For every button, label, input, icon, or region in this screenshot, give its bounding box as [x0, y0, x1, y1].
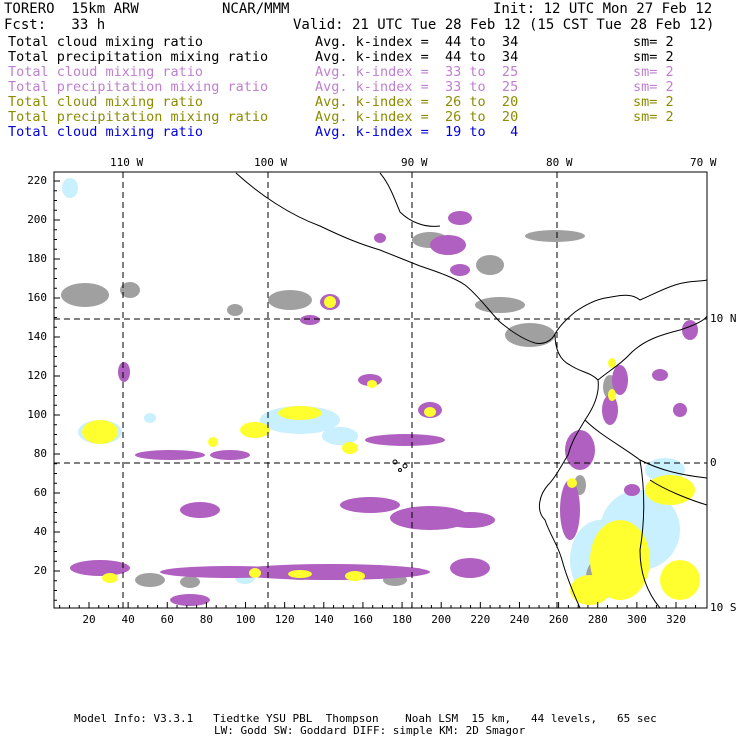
x-tick-label: 200: [431, 613, 452, 626]
y-tick-label: 220: [27, 174, 48, 187]
x-tick-label: 100: [235, 613, 256, 626]
lat-label-10s: 10 S: [710, 601, 737, 614]
lat-label-0: 0: [710, 456, 717, 469]
legend-smoothing: sm= 2: [633, 79, 674, 95]
coastlines: [235, 172, 707, 608]
y-tick-label: 160: [27, 291, 48, 304]
legend-kindex: Avg. k-index = 44 to 34: [315, 49, 519, 65]
y-tick-label: 40: [33, 525, 48, 538]
y-tick-label: 140: [27, 330, 48, 343]
model-info-line2: LW: Godd SW: Goddard DIFF: simple KM: 2D…: [214, 724, 526, 737]
y-tick-label: 20: [33, 564, 48, 577]
yellow-layer: [82, 296, 700, 605]
x-tick-label: 60: [160, 613, 174, 626]
x-tick-label: 260: [548, 613, 569, 626]
legend-field: Total precipitation mixing ratio: [8, 49, 269, 65]
x-tick-label: 140: [313, 613, 334, 626]
x-tick-label: 300: [626, 613, 647, 626]
init-time: Init: 12 UTC Mon 27 Feb 12: [493, 1, 713, 17]
legend-kindex: Avg. k-index = 33 to 25: [315, 64, 519, 80]
lon-label-70w: 70 W: [690, 156, 717, 169]
valid-time: Valid: 21 UTC Tue 28 Feb 12 (15 CST Tue …: [293, 17, 715, 33]
x-tick-label: 320: [666, 613, 686, 626]
legend-row: Total precipitation mixing ratio Avg. k-i…: [8, 50, 708, 65]
forecast-hour: Fcst: 33 h: [4, 17, 106, 33]
y-tick-label: 200: [27, 213, 48, 226]
legend-field: Total cloud mixing ratio: [8, 64, 204, 80]
legend-kindex: Avg. k-index = 26 to 20: [315, 109, 519, 125]
model-info-line1: Model Info: V3.3.1 Tiedtke YSU PBL Thomp…: [74, 712, 657, 725]
legend-kindex: Avg. k-index = 26 to 20: [315, 94, 519, 110]
lat-label-10n: 10 N: [710, 312, 737, 325]
lon-label-100w: 100 W: [254, 156, 288, 169]
lat-lon-grid: [54, 172, 707, 608]
y-tick-label: 60: [33, 486, 48, 499]
x-tick-label: 240: [509, 613, 530, 626]
lon-label-90w: 90 W: [401, 156, 428, 169]
legend-kindex: Avg. k-index = 19 to 4: [315, 124, 519, 140]
legend-field: Total cloud mixing ratio: [8, 94, 204, 110]
x-tick-label: 20: [82, 613, 96, 626]
y-tick-label: 80: [33, 447, 48, 460]
legend-row: Total cloud mixing ratio Avg. k-index = 4…: [8, 35, 708, 50]
legend-smoothing: sm= 2: [633, 49, 674, 65]
y-tick-label: 120: [27, 369, 48, 382]
x-tick-label: 160: [353, 613, 373, 626]
legend-smoothing: sm= 2: [633, 94, 674, 110]
gray-layer: [61, 230, 617, 595]
map-frame: [53, 171, 708, 609]
legend-smoothing: sm= 2: [633, 64, 674, 80]
x-tick-label: 280: [587, 613, 608, 626]
model-name: TORERO 15km ARW: [4, 1, 139, 17]
y-tick-label: 180: [27, 252, 48, 265]
x-tick-label: 220: [470, 613, 491, 626]
axis-ticks: [54, 180, 697, 608]
lightblue-layer: [62, 178, 685, 600]
x-tick-label: 40: [121, 613, 135, 626]
purple-layer: [70, 211, 698, 606]
y-tick-label: 100: [27, 408, 48, 421]
legend-smoothing: sm= 2: [633, 109, 674, 125]
legend-row: Total precipitation mixing ratio Avg. k-i…: [8, 110, 708, 125]
legend-kindex: Avg. k-index = 44 to 34: [315, 34, 519, 50]
legend-field: Total precipitation mixing ratio: [8, 109, 269, 125]
lon-label-80w: 80 W: [546, 156, 573, 169]
x-tick-label: 80: [199, 613, 214, 626]
legend-row: Total cloud mixing ratio Avg. k-index = 2…: [8, 95, 708, 110]
legend-field: Total cloud mixing ratio: [8, 124, 204, 140]
legend-field: Total precipitation mixing ratio: [8, 79, 269, 95]
legend-field: Total cloud mixing ratio: [8, 34, 204, 50]
legend-row: Total cloud mixing ratio Avg. k-index = 1…: [8, 125, 708, 140]
legend-smoothing: sm= 2: [633, 34, 674, 50]
legend-kindex: Avg. k-index = 33 to 25: [315, 79, 519, 95]
lon-label-110w: 110 W: [110, 156, 144, 169]
x-tick-label: 120: [274, 613, 295, 626]
legend-row: Total precipitation mixing ratio Avg. k-i…: [8, 80, 708, 95]
x-tick-label: 180: [392, 613, 413, 626]
legend-row: Total cloud mixing ratio Avg. k-index = 3…: [8, 65, 708, 80]
organization: NCAR/MMM: [222, 1, 290, 17]
